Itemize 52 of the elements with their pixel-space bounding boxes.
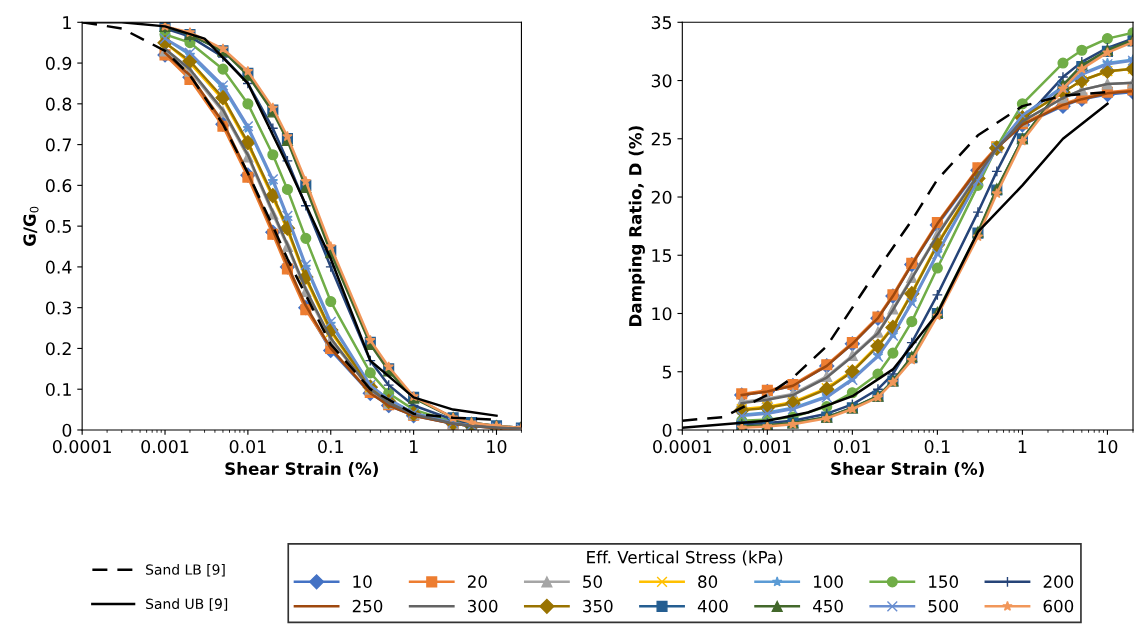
x-tick-label: 0.01	[229, 440, 266, 454]
x-axis-title: Shear Strain (%)	[225, 462, 378, 477]
y-tick-label: 0.9	[45, 56, 72, 70]
x-tick-label: 0.01	[834, 440, 871, 454]
x-tick-label: 10	[487, 440, 507, 454]
y-tick-label: 0.7	[45, 138, 71, 152]
x-tick-label: 0.1	[318, 440, 343, 454]
y-tick-label: 25	[651, 132, 672, 146]
y-tick-label: 0.5	[45, 219, 71, 233]
legend-label: 20	[467, 575, 487, 588]
y-tick-label: 30	[651, 74, 672, 88]
x-tick-label: 1	[1018, 440, 1027, 453]
y-tick-label: 0.8	[45, 97, 72, 111]
legend-label: 600	[1043, 599, 1074, 613]
y-tick-label: 0.2	[45, 342, 71, 356]
legend-label: Sand UB [9]	[146, 598, 228, 611]
y-tick-label: 5	[662, 365, 672, 379]
y-tick-label: 0.1	[45, 382, 71, 397]
y-tick-label: 0	[62, 423, 72, 437]
y-tick-label: 10	[652, 307, 672, 321]
legend-label: Sand LB [9]	[146, 564, 225, 577]
legend-label: 50	[583, 575, 602, 588]
legend-label: 250	[352, 599, 383, 613]
y-tick-label: 0.4	[45, 260, 72, 274]
y-tick-label: 35	[651, 16, 672, 30]
x-tick-label: 0.0001	[653, 440, 712, 454]
x-tick-label: 0.001	[141, 440, 189, 454]
legend-label: 500	[928, 599, 959, 613]
legend-label: 350	[583, 599, 613, 613]
x-axis-title: Shear Strain (%)	[831, 462, 984, 477]
legend-label: 10	[353, 575, 372, 588]
y-tick-label: 20	[651, 190, 672, 204]
legend-label: 200	[1043, 575, 1074, 588]
x-tick-label: 10	[1098, 440, 1118, 454]
x-tick-label: 0.0001	[52, 440, 111, 454]
y-tick-label: 0	[662, 423, 672, 437]
legend-label: 150	[929, 575, 959, 588]
legend-label: 400	[697, 599, 728, 613]
legend-label: 300	[468, 599, 498, 613]
x-tick-label: 0.1	[924, 440, 950, 454]
y-tick-label: 0.3	[45, 301, 72, 315]
legend-label: 450	[812, 599, 843, 613]
legend-title: Eff. Vertical Stress (kPa)	[587, 550, 783, 566]
y-tick-label: 15	[652, 249, 672, 263]
y-tick-label: 0.6	[45, 179, 72, 193]
legend-label: 80	[698, 575, 718, 588]
y-axis-title: G/G$_{0}$	[23, 206, 39, 247]
x-tick-label: 1	[410, 440, 418, 453]
x-tick-label: 0.001	[743, 440, 791, 454]
y-axis-title: Damping Ratio, D (%)	[628, 126, 645, 326]
y-tick-label: 1	[63, 16, 71, 29]
legend-label: 100	[814, 575, 843, 588]
